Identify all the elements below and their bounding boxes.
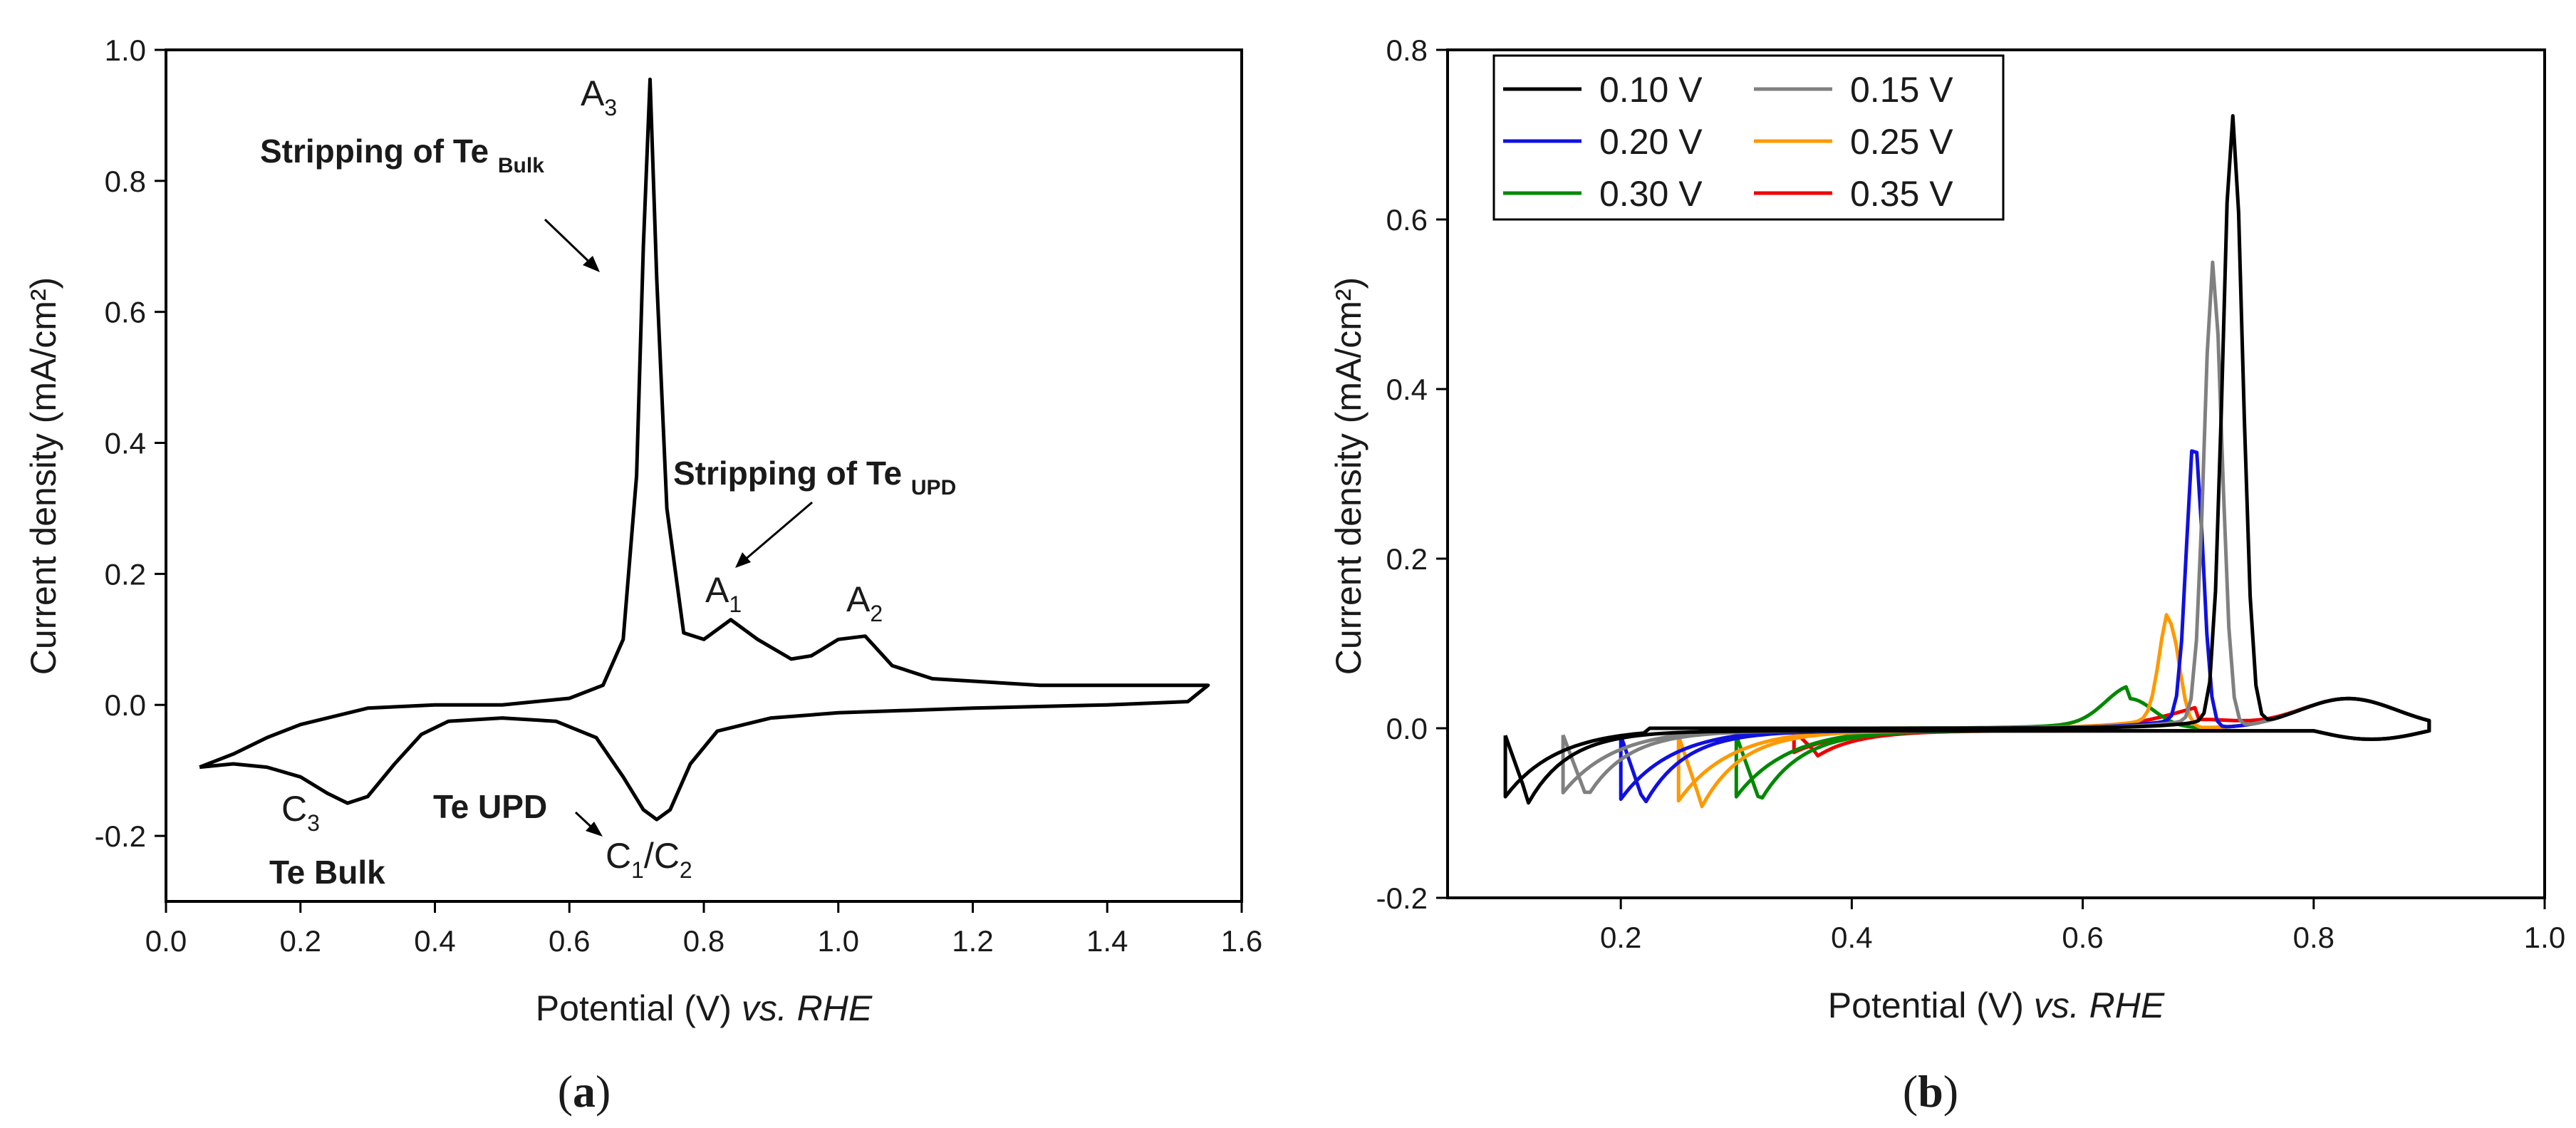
panel-a-x-tick-label: 0.4 [414, 924, 455, 958]
annotation-stripping-bulk: Stripping of Te Bulk [260, 133, 544, 177]
arrow-head-stripping-upd [735, 552, 751, 568]
panel-b-y-axis-label: Current density (mA/cm²) [1329, 277, 1368, 675]
panel-a-y-tick-label: 0.4 [105, 427, 146, 460]
panel-b-y-tick-label: 0.6 [1386, 203, 1428, 237]
annotation-c3: C3 [281, 789, 320, 836]
panel-a-y-ticks: -0.2 0.0 0.2 0.4 0.6 0.8 1.0 [95, 33, 166, 853]
panel-b-y-tick-label: 0.8 [1386, 33, 1428, 67]
panel-b-plot-frame [1446, 48, 2546, 899]
annotation-te-upd: Te UPD [433, 788, 547, 825]
legend-label: 0.35 V [1850, 174, 1953, 214]
panel-b-x-axis-label: Potential (V) vs. RHE [1828, 985, 2165, 1025]
legend-label: 0.25 V [1850, 122, 1953, 162]
panel-a-y-tick-label: -0.2 [95, 819, 146, 853]
panel-a-y-tick-label: 0.6 [105, 296, 146, 329]
annotation-c1-c2: C1/C2 [606, 836, 692, 883]
panel-a-x-tick-label: 0.8 [683, 924, 724, 958]
arrow-stripping-upd [739, 501, 813, 566]
annotation-a2: A2 [846, 579, 883, 626]
panel-a: 0.0 0.2 0.4 0.6 0.8 1.0 1.2 1.4 1.6 -0.20.00.20.… [24, 33, 1262, 1117]
arrow-head-stripping-bulk [583, 256, 600, 272]
legend-label: 0.20 V [1599, 122, 1703, 162]
panel-a-x-tick-label: 0.2 [280, 924, 321, 958]
arrow-head-te-upd [586, 822, 603, 837]
panel-b-series-015 [1561, 260, 2431, 795]
panel-b-y-tick-label: 0.4 [1386, 373, 1428, 406]
panel-b-x-ticks: 0.2 0.4 0.6 0.8 1.0 [1600, 898, 2565, 954]
panel-a-y-tick-label: 0.2 [105, 557, 146, 591]
panel-a-label: (a) [558, 1066, 611, 1117]
panel-b-series-025 [1676, 613, 2431, 809]
legend-label: 0.15 V [1850, 70, 1953, 110]
panel-b-series-010 [1503, 114, 2431, 805]
legend-label: 0.30 V [1599, 174, 1703, 214]
panel-b-x-tick-label: 0.8 [2293, 921, 2334, 954]
annotation-a3: A3 [581, 73, 617, 120]
panel-a-x-tick-label: 1.6 [1221, 924, 1262, 958]
panel-a-x-tick-label: 1.4 [1086, 924, 1128, 958]
annotation-a1: A1 [705, 570, 742, 617]
panel-b-y-ticks: -0.2 0.0 0.2 0.4 0.6 0.8 [1376, 33, 1448, 915]
panel-b-legend: 0.10 V 0.15 V 0.20 V 0.25 V 0.30 V 0.35 V [1492, 54, 2005, 221]
panel-b-x-tick-label: 0.6 [2062, 921, 2103, 954]
panel-b-curves [1503, 114, 2431, 809]
panel-b-x-tick-label: 0.4 [1831, 921, 1872, 954]
panel-b-x-tick-label: 1.0 [2524, 921, 2565, 954]
panel-a-x-tick-label: 0.6 [549, 924, 590, 958]
panel-a-y-tick-label: 0.8 [105, 165, 146, 198]
panel-b: 0.2 0.4 0.6 0.8 1.0 -0.2 0.0 0.2 0.4 0.6 0.8 0.10… [1329, 33, 2565, 1117]
panel-b-x-tick-label: 0.2 [1600, 921, 1641, 954]
panel-b-y-tick-label: 0.0 [1386, 712, 1428, 745]
panel-a-x-ticks: 0.0 0.2 0.4 0.6 0.8 1.0 1.2 1.4 1.6 [145, 901, 1262, 958]
panel-a-x-axis-label: Potential (V) vs. RHE [536, 988, 873, 1028]
panel-a-x-tick-label: 1.0 [818, 924, 859, 958]
annotation-te-bulk: Te Bulk [269, 854, 385, 891]
panel-a-y-tick-label: 0.0 [105, 688, 146, 722]
panel-a-cv-curve [199, 77, 1210, 822]
panel-a-y-axis-label: Current density (mA/cm²) [24, 277, 63, 675]
legend-label: 0.10 V [1599, 70, 1703, 110]
panel-a-x-tick-label: 1.2 [952, 924, 993, 958]
annotation-stripping-upd: Stripping of Te UPD [673, 455, 956, 500]
panel-a-x-tick-label: 0.0 [145, 924, 187, 958]
panel-a-y-tick-label: 1.0 [105, 33, 146, 67]
panel-b-label: (b) [1903, 1066, 1958, 1117]
panel-b-y-tick-label: -0.2 [1376, 881, 1428, 915]
panel-b-y-tick-label: 0.2 [1386, 542, 1428, 576]
